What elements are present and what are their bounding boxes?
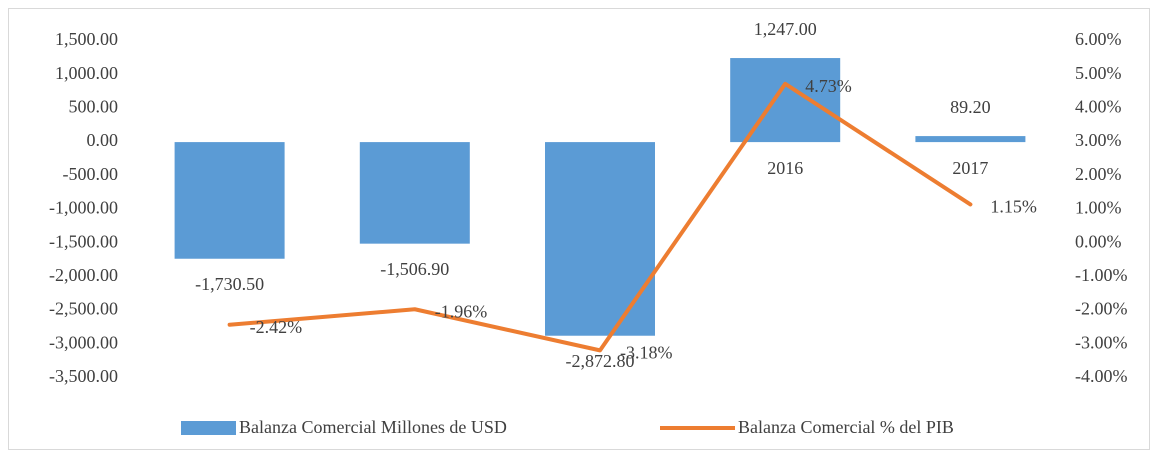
data-label: 1,247.00 xyxy=(754,19,817,39)
bar xyxy=(545,142,655,336)
x-tick-label: 2017 xyxy=(952,158,988,178)
y2-tick-label: -4.00% xyxy=(1075,366,1128,386)
data-label: -1.96% xyxy=(435,301,488,321)
y2-tick-label: 4.00% xyxy=(1075,97,1122,117)
y-tick-label: -3,000.00 xyxy=(49,332,118,352)
y-tick-label: -500.00 xyxy=(63,164,119,184)
y2-tick-label: -2.00% xyxy=(1075,299,1128,319)
data-label: 89.20 xyxy=(950,97,991,117)
y2-tick-label: 6.00% xyxy=(1075,29,1122,49)
line xyxy=(227,81,973,353)
legend-swatch xyxy=(181,421,236,435)
data-label: 4.73% xyxy=(805,76,852,96)
x-tick-label: 2016 xyxy=(767,158,803,178)
y-tick-label: -1,500.00 xyxy=(49,231,118,251)
y-tick-label: -2,000.00 xyxy=(49,265,118,285)
y2-tick-label: 1.00% xyxy=(1075,198,1122,218)
y2-tick-label: -3.00% xyxy=(1075,332,1128,352)
y2-tick-label: 2.00% xyxy=(1075,164,1122,184)
y2-tick-label: -1.00% xyxy=(1075,265,1128,285)
y-tick-label: -2,500.00 xyxy=(49,299,118,319)
data-label: -3.18% xyxy=(620,342,673,362)
bar xyxy=(730,58,841,143)
data-label: -2.42% xyxy=(250,317,303,337)
y2-tick-label: 3.00% xyxy=(1075,130,1122,150)
bar xyxy=(174,142,285,259)
y2-tick-label: 5.00% xyxy=(1075,63,1122,83)
y2-tick-label: 0.00% xyxy=(1075,231,1122,251)
bar xyxy=(359,142,470,244)
y-tick-label: -3,500.00 xyxy=(49,366,118,386)
y-tick-label: -1,000.00 xyxy=(49,198,118,218)
y-tick-label: 1,500.00 xyxy=(55,29,118,49)
data-label: -1,506.90 xyxy=(380,259,449,279)
y-tick-label: 0.00 xyxy=(87,130,119,150)
bar xyxy=(915,136,1026,143)
y-tick-label: 500.00 xyxy=(69,97,119,117)
legend-label: Balanza Comercial Millones de USD xyxy=(239,417,507,437)
data-label: -1,730.50 xyxy=(195,274,264,294)
y-tick-label: 1,000.00 xyxy=(55,63,118,83)
data-label: 1.15% xyxy=(990,197,1037,217)
data-label: -2,872.80 xyxy=(566,351,635,371)
legend-label: Balanza Comercial % del PIB xyxy=(738,417,954,437)
